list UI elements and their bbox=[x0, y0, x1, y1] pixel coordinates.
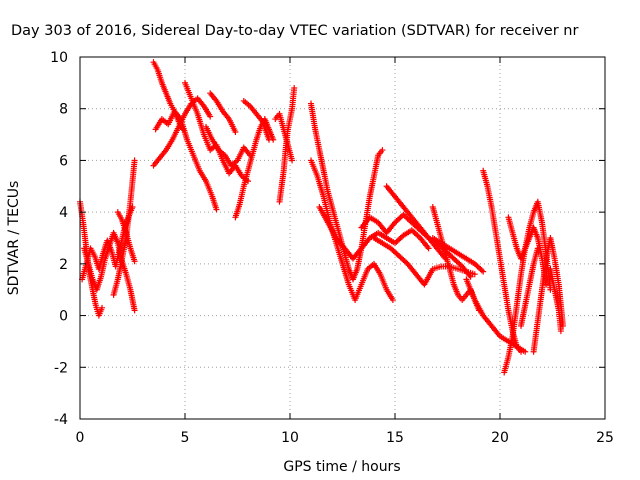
data-point bbox=[522, 348, 529, 355]
data-point bbox=[213, 206, 220, 213]
data-points bbox=[77, 59, 566, 376]
series-track-ad bbox=[518, 245, 541, 329]
series-track-h bbox=[152, 108, 220, 213]
series-track-c bbox=[81, 229, 138, 314]
data-point bbox=[379, 147, 386, 154]
data-point bbox=[471, 271, 478, 278]
y-tick-label: 6 bbox=[59, 153, 68, 169]
x-axis-label: GPS time / hours bbox=[283, 459, 400, 475]
x-tick-label: 5 bbox=[181, 430, 190, 446]
series-track-k bbox=[232, 116, 277, 221]
chart-title: Day 303 of 2016, Sidereal Day-to-day VTE… bbox=[11, 23, 578, 39]
y-axis-label: SDTVAR / TECUs bbox=[6, 181, 22, 296]
data-point bbox=[480, 268, 487, 275]
data-point bbox=[131, 307, 138, 314]
y-tick-label: 8 bbox=[59, 102, 68, 118]
series-track-e bbox=[114, 209, 138, 265]
data-point bbox=[425, 245, 432, 252]
series-track-l bbox=[240, 97, 272, 143]
series-track-t bbox=[371, 235, 478, 288]
data-point bbox=[534, 245, 541, 252]
series-track-i bbox=[182, 79, 251, 185]
y-tick-label: 10 bbox=[50, 50, 68, 66]
x-tick-label: 15 bbox=[386, 430, 404, 446]
series-track-m bbox=[207, 90, 239, 135]
data-point bbox=[232, 128, 239, 135]
y-tick-label: 4 bbox=[59, 205, 68, 221]
axis-ticks: 0 5 10 15 20 25 -4 -2 0 2 4 6 8 10 bbox=[50, 50, 614, 446]
series-track-d bbox=[110, 157, 138, 298]
x-tick-label: 0 bbox=[76, 430, 85, 446]
x-tick-label: 20 bbox=[491, 430, 509, 446]
data-point bbox=[557, 328, 564, 335]
data-point bbox=[131, 258, 138, 265]
y-tick-label: -2 bbox=[54, 360, 68, 376]
x-tick-label: 25 bbox=[596, 430, 614, 446]
series-track-x bbox=[480, 167, 524, 355]
data-point bbox=[543, 281, 550, 288]
x-tick-label: 10 bbox=[281, 430, 299, 446]
data-point bbox=[389, 297, 396, 304]
data-point bbox=[207, 113, 214, 120]
series-track-r bbox=[316, 203, 432, 262]
data-point bbox=[99, 304, 106, 311]
y-tick-label: 0 bbox=[59, 309, 68, 325]
data-point bbox=[266, 136, 272, 143]
series-track-ac bbox=[547, 266, 564, 335]
plot-frame bbox=[79, 56, 606, 420]
data-point bbox=[291, 85, 298, 92]
series-track-o bbox=[272, 110, 296, 164]
series-track-j bbox=[203, 123, 254, 169]
y-tick-label: -4 bbox=[54, 412, 68, 428]
y-tick-label: 2 bbox=[59, 257, 68, 273]
data-point bbox=[131, 157, 138, 164]
data-point bbox=[289, 157, 296, 164]
series-track-w bbox=[429, 235, 487, 275]
